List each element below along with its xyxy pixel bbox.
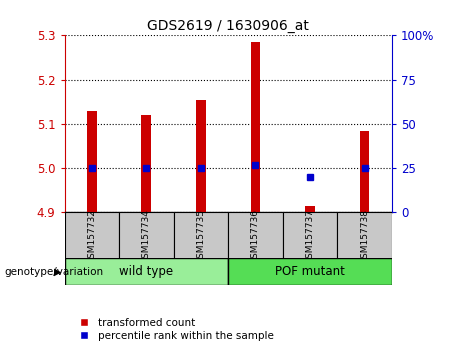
Text: GSM157736: GSM157736 (251, 209, 260, 264)
Bar (305, 206, 315, 212)
Title: GDS2619 / 1630906_at: GDS2619 / 1630906_at (147, 19, 309, 33)
Bar (65, 258, 228, 285)
Text: GSM157732: GSM157732 (87, 209, 96, 264)
Text: GSM157735: GSM157735 (196, 209, 206, 264)
Bar (196, 99, 206, 212)
Text: GSM157734: GSM157734 (142, 209, 151, 264)
Bar (360, 131, 369, 212)
Bar (228, 258, 392, 285)
Bar (65, 212, 119, 260)
Bar (337, 212, 392, 260)
Bar (87, 111, 97, 212)
Bar (283, 212, 337, 260)
Bar (251, 42, 260, 212)
Bar (142, 115, 151, 212)
Text: wild type: wild type (119, 265, 173, 278)
Text: GSM157737: GSM157737 (306, 209, 314, 264)
Text: POF mutant: POF mutant (275, 265, 345, 278)
Bar (228, 212, 283, 260)
Legend: transformed count, percentile rank within the sample: transformed count, percentile rank withi… (70, 314, 278, 345)
Text: ▶: ▶ (54, 267, 62, 277)
Text: genotype/variation: genotype/variation (5, 267, 104, 277)
Text: GSM157738: GSM157738 (360, 209, 369, 264)
Bar (119, 212, 174, 260)
Bar (174, 212, 228, 260)
